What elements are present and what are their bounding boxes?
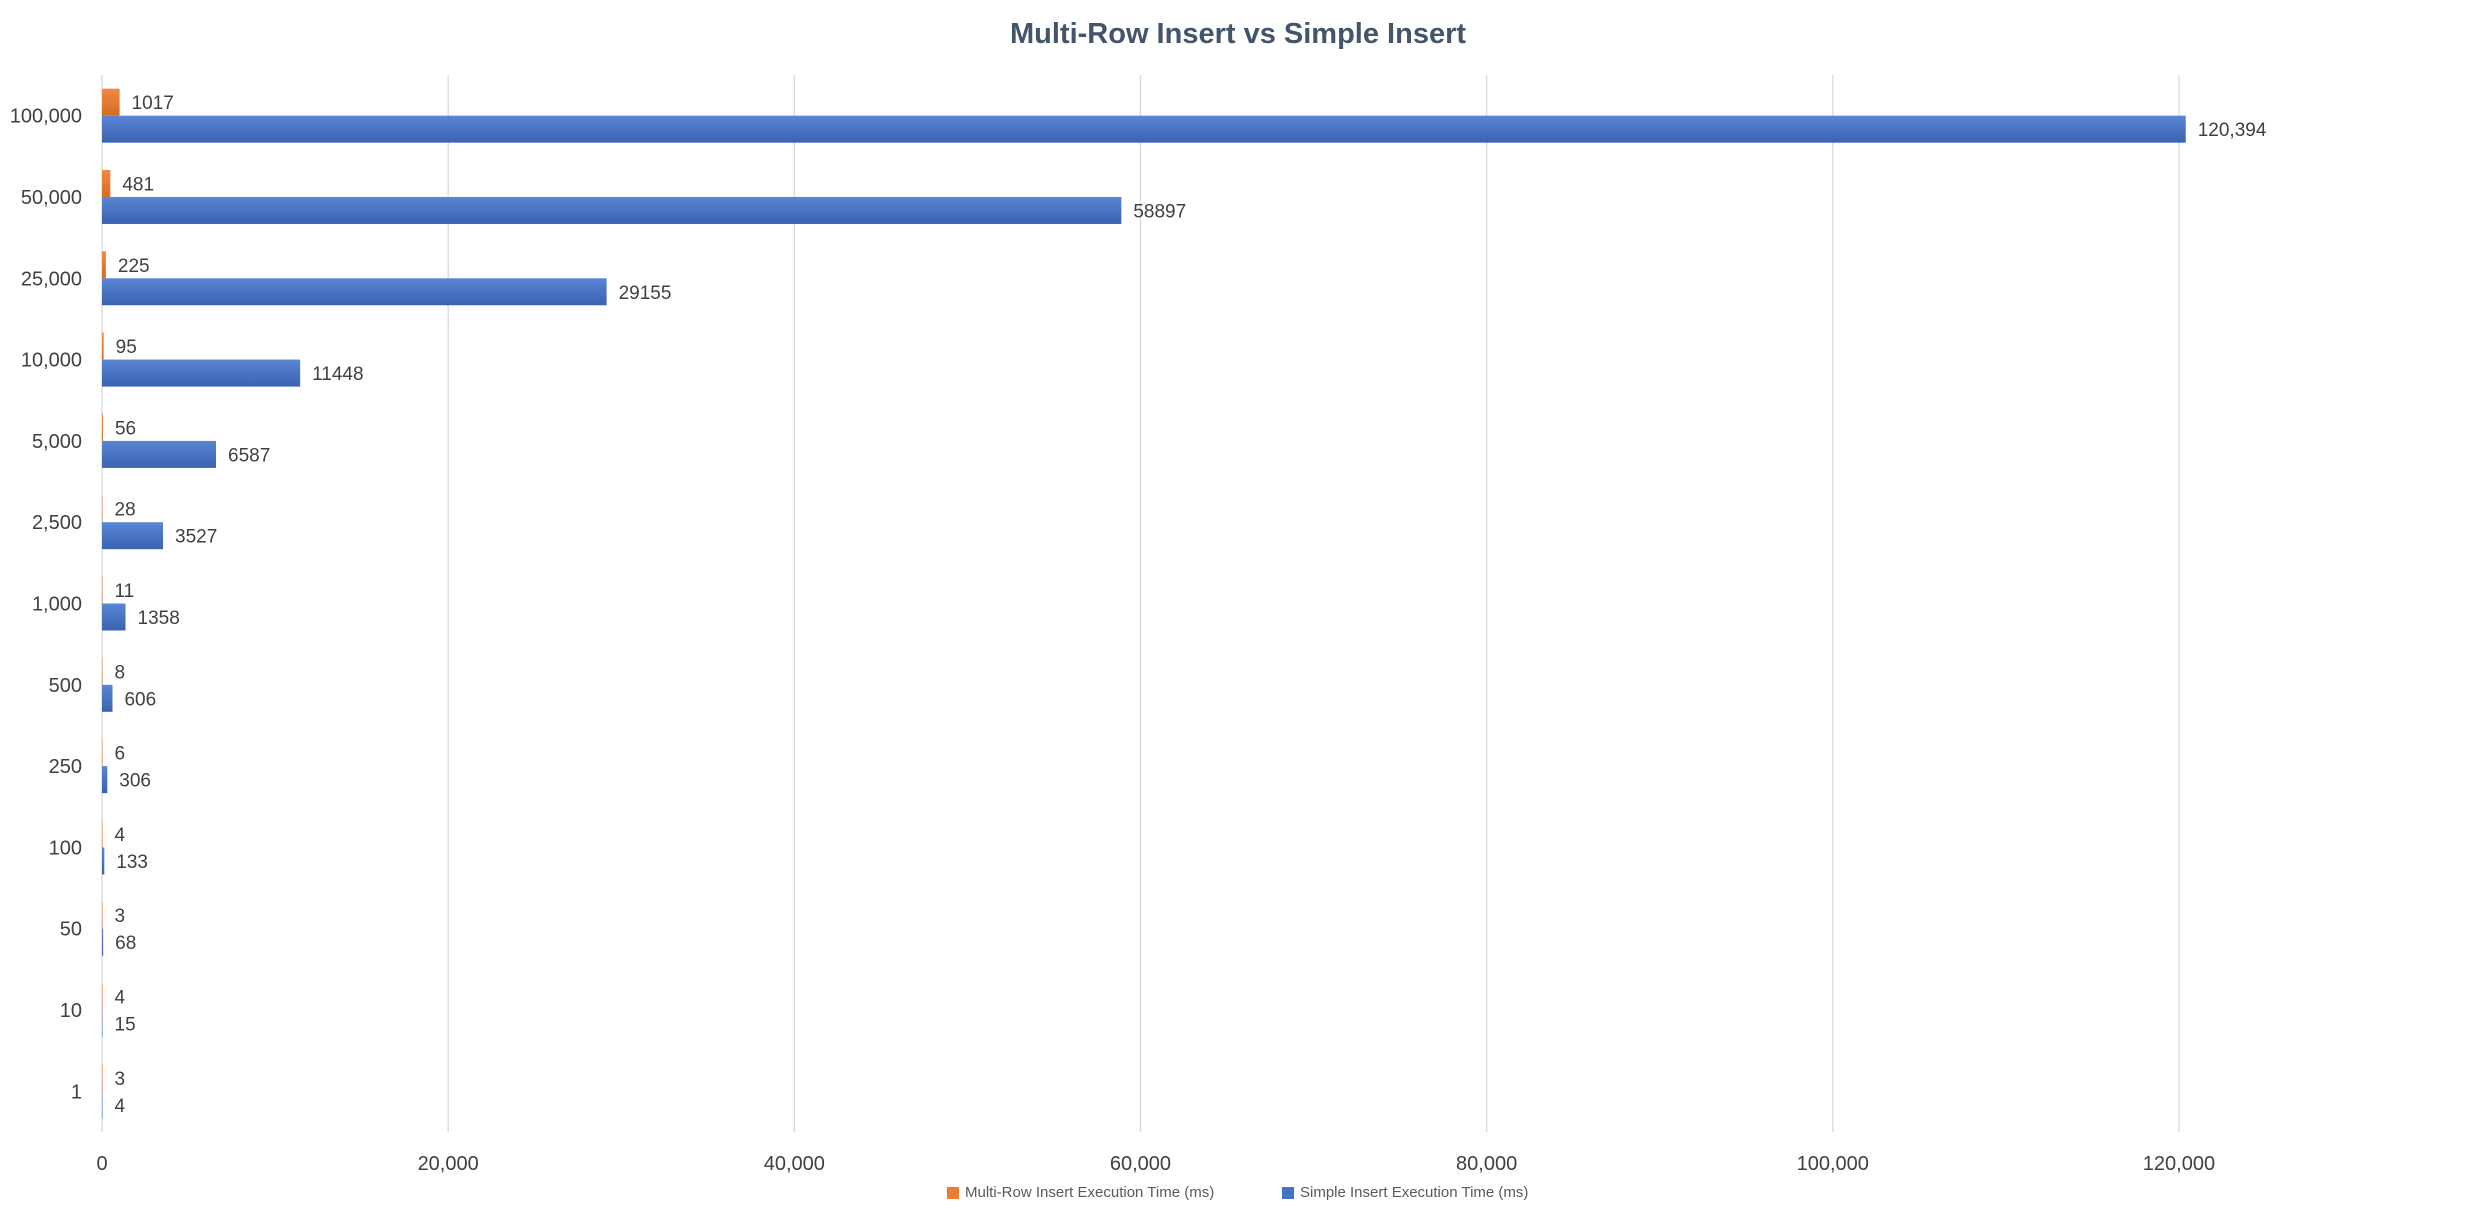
data-label: 6587 xyxy=(228,445,270,466)
data-label: 15 xyxy=(115,1015,136,1036)
y-category-label: 50 xyxy=(60,919,82,941)
data-label: 11 xyxy=(115,581,135,602)
bar-multi-row xyxy=(102,1064,103,1092)
data-label: 4 xyxy=(115,1096,126,1117)
bar-multi-row xyxy=(102,657,103,685)
bar-simple-insert xyxy=(102,603,126,631)
x-tick-label: 60,000 xyxy=(1110,1153,1171,1175)
data-label: 1017 xyxy=(132,93,174,114)
legend-swatch xyxy=(1282,1187,1294,1199)
bar-multi-row xyxy=(102,88,120,116)
y-category-label: 250 xyxy=(49,756,82,778)
data-label: 3527 xyxy=(175,527,217,548)
y-category-label: 10 xyxy=(60,1000,82,1022)
data-label: 606 xyxy=(124,689,156,710)
y-category-label: 5,000 xyxy=(32,431,82,453)
y-category-label: 100 xyxy=(49,837,82,859)
bar-multi-row xyxy=(102,169,111,197)
bar-simple-insert xyxy=(102,278,607,306)
bar-simple-insert xyxy=(102,766,108,794)
bar-simple-insert xyxy=(102,359,301,387)
data-label: 4 xyxy=(115,825,126,846)
data-label: 95 xyxy=(116,337,137,358)
data-label: 56 xyxy=(115,418,136,439)
y-category-label: 2,500 xyxy=(32,512,82,534)
data-label: 11448 xyxy=(312,364,363,385)
bar-simple-insert xyxy=(102,928,104,956)
data-label: 225 xyxy=(118,256,150,277)
data-label: 58897 xyxy=(1133,201,1186,222)
data-label: 4 xyxy=(115,988,126,1009)
legend-label: Simple Insert Execution Time (ms) xyxy=(1300,1184,1528,1201)
y-category-label: 10,000 xyxy=(21,350,82,372)
bar-multi-row xyxy=(102,983,103,1011)
data-label: 28 xyxy=(115,500,136,521)
bar-multi-row xyxy=(102,901,103,929)
y-category-label: 1,000 xyxy=(32,594,82,616)
bar-simple-insert xyxy=(102,1010,103,1038)
bar-simple-insert xyxy=(102,1091,103,1119)
data-label: 6 xyxy=(115,744,126,765)
data-label: 1358 xyxy=(138,608,180,629)
bar-simple-insert xyxy=(102,440,217,468)
y-category-label: 100,000 xyxy=(10,106,82,128)
data-labels: 1017120,39448158897225291559511448566587… xyxy=(115,93,2267,1117)
x-tick-label: 120,000 xyxy=(2143,1153,2215,1175)
data-label: 481 xyxy=(122,174,154,195)
gridlines xyxy=(101,75,2180,1132)
x-tick-label: 40,000 xyxy=(764,1153,825,1175)
data-label: 3 xyxy=(115,1069,126,1090)
bar-multi-row xyxy=(102,820,103,848)
y-axis: 100,000 50,000 25,000 10,000 5,000 2,500 1,000… xyxy=(10,106,82,1104)
bar-multi-row xyxy=(102,576,103,604)
x-tick-label: 80,000 xyxy=(1456,1153,1517,1175)
x-tick-label: 20,000 xyxy=(418,1153,479,1175)
data-label: 68 xyxy=(115,933,136,954)
data-label: 29155 xyxy=(619,283,672,304)
bar-multi-row xyxy=(102,251,106,279)
bar-simple-insert xyxy=(102,196,1122,224)
y-category-label: 50,000 xyxy=(21,187,82,209)
data-label: 133 xyxy=(116,852,148,873)
bar-simple-insert xyxy=(102,522,164,550)
legend-label: Multi-Row Insert Execution Time (ms) xyxy=(965,1184,1214,1201)
chart-title: Multi-Row Insert vs Simple Insert xyxy=(1010,18,1466,50)
bar-simple-insert xyxy=(102,847,105,875)
bar-multi-row xyxy=(102,739,103,767)
data-label: 306 xyxy=(119,771,151,792)
legend: Multi-Row Insert Execution Time (ms) Simp… xyxy=(947,1184,1528,1201)
data-label: 8 xyxy=(115,662,126,683)
y-category-label: 25,000 xyxy=(21,268,82,290)
bar-simple-insert xyxy=(102,684,113,712)
y-category-label: 500 xyxy=(49,675,82,697)
data-label: 3 xyxy=(115,906,126,927)
x-tick-label: 0 xyxy=(96,1153,107,1175)
bar-multi-row xyxy=(102,495,103,523)
y-category-label: 1 xyxy=(71,1081,82,1103)
data-label: 120,394 xyxy=(2198,120,2267,141)
x-tick-label: 100,000 xyxy=(1797,1153,1869,1175)
bar-multi-row xyxy=(102,413,103,441)
bar-simple-insert xyxy=(102,115,2186,143)
bars xyxy=(102,88,2186,1119)
x-axis: 0 20,000 40,000 60,000 80,000 100,000 120,000 xyxy=(96,1153,2215,1175)
legend-swatch xyxy=(947,1187,959,1199)
bar-multi-row xyxy=(102,332,104,360)
